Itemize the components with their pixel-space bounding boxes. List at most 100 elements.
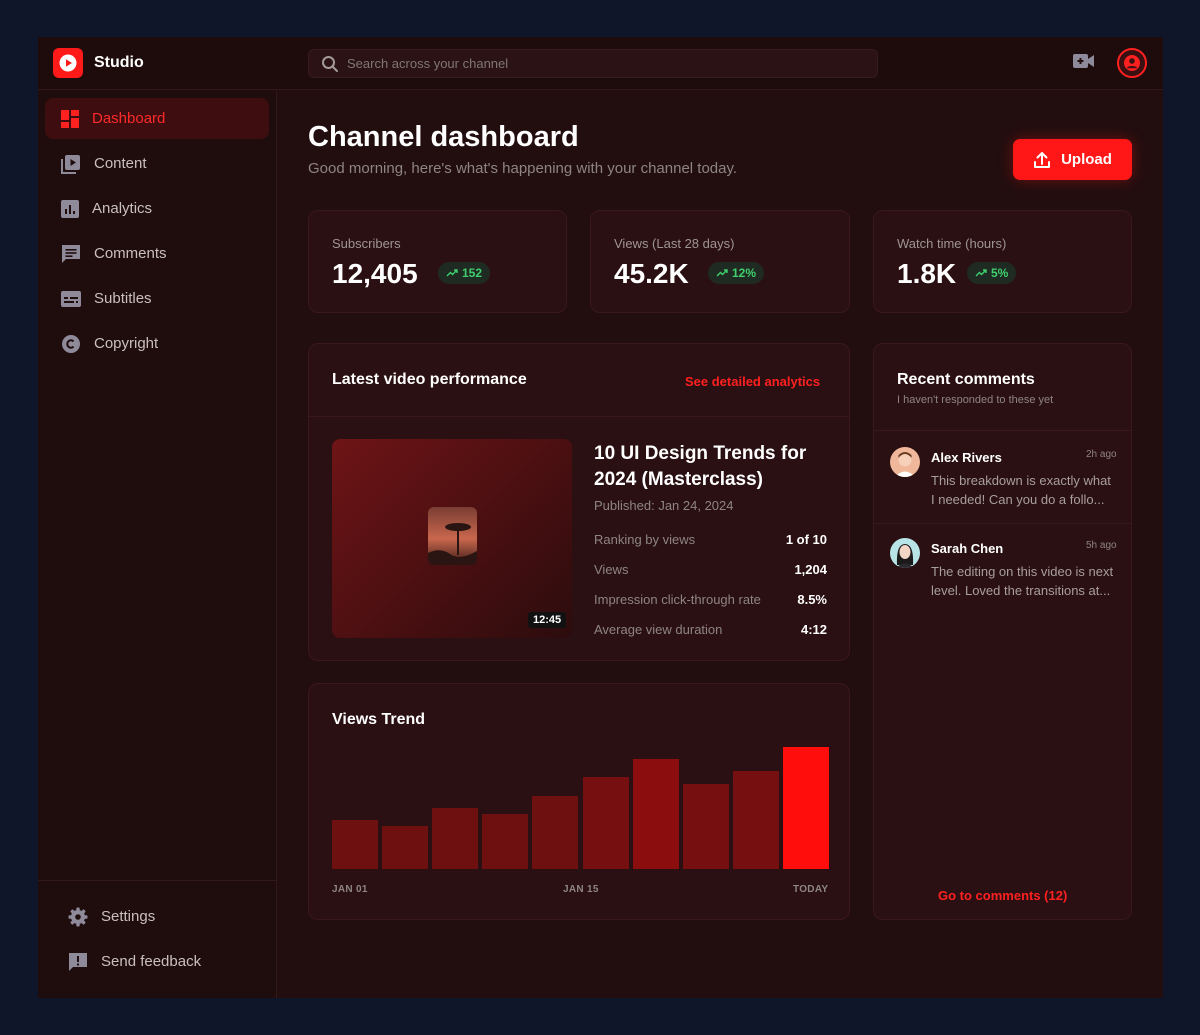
video-title-line: 2024 (Masterclass) bbox=[594, 469, 763, 490]
detailed-analytics-link[interactable]: See detailed analytics bbox=[685, 374, 821, 389]
page-title: Channel dashboard bbox=[308, 121, 579, 153]
comment-line: This breakdown is exactly what bbox=[931, 473, 1111, 488]
sidebar: Dashboard Content Analytics Comments Sub… bbox=[38, 91, 277, 998]
trending-up-icon bbox=[716, 269, 728, 277]
x-tick-label: JAN 15 bbox=[563, 884, 599, 895]
sidebar-item-dashboard[interactable]: Dashboard bbox=[45, 98, 269, 139]
comment-author: Alex Rivers bbox=[931, 450, 1002, 465]
chart-bar[interactable] bbox=[532, 796, 578, 869]
sidebar-item-label: Settings bbox=[101, 908, 156, 925]
sidebar-item-send-feedback[interactable]: Send feedback bbox=[45, 941, 269, 982]
studio-logo-icon[interactable] bbox=[53, 48, 83, 78]
stat-card-subscribers: Subscribers 12,405 152 bbox=[308, 210, 567, 313]
metric-row: Impression click-through rate 8.5% bbox=[594, 592, 827, 607]
top-bar: Studio Search across your channel bbox=[38, 37, 1163, 90]
gear-icon bbox=[68, 907, 88, 926]
account-avatar-button[interactable] bbox=[1117, 48, 1147, 78]
dashboard-icon bbox=[61, 109, 79, 128]
sidebar-footer: Settings Send feedback bbox=[38, 880, 276, 998]
comment-text: The editing on this video is next level.… bbox=[931, 562, 1121, 600]
studio-app: Studio Search across your channel Dashbo… bbox=[38, 37, 1163, 998]
chart-bar[interactable] bbox=[583, 777, 629, 869]
thumbnail-image bbox=[428, 507, 477, 565]
divider bbox=[874, 430, 1131, 431]
create-video-icon[interactable] bbox=[1073, 52, 1095, 75]
trending-up-icon bbox=[975, 269, 987, 277]
sidebar-item-settings[interactable]: Settings bbox=[45, 896, 269, 937]
sidebar-item-subtitles[interactable]: Subtitles bbox=[45, 278, 269, 319]
user-icon bbox=[1124, 55, 1140, 71]
views-trend-card: Views Trend JAN 01 JAN 15 TODAY bbox=[308, 683, 850, 920]
trend-badge: 152 bbox=[438, 262, 491, 284]
comment-author: Sarah Chen bbox=[931, 541, 1004, 556]
chart-bar[interactable] bbox=[783, 747, 829, 869]
upload-icon bbox=[1034, 151, 1051, 168]
sidebar-item-label: Send feedback bbox=[101, 953, 202, 970]
avatar bbox=[890, 447, 920, 477]
video-duration: 12:45 bbox=[528, 612, 567, 628]
metric-label: Impression click-through rate bbox=[594, 592, 761, 607]
metric-row: Ranking by views 1 of 10 bbox=[594, 532, 827, 547]
comment-line: level. Loved the transitions at... bbox=[931, 583, 1111, 598]
sidebar-item-analytics[interactable]: Analytics bbox=[45, 188, 269, 229]
go-to-comments-link[interactable]: Go to comments (12) bbox=[938, 888, 1068, 903]
card-title: Latest video performance bbox=[332, 371, 527, 388]
avatar bbox=[890, 538, 920, 568]
subtitles-icon bbox=[61, 290, 81, 307]
chart-bar[interactable] bbox=[382, 826, 428, 869]
search-bar[interactable]: Search across your channel bbox=[308, 49, 878, 78]
metric-label: Ranking by views bbox=[594, 532, 696, 547]
video-library-icon bbox=[61, 154, 80, 174]
divider bbox=[309, 416, 849, 417]
comment-line: I needed! Can you do a follo... bbox=[931, 492, 1105, 507]
chart-bar[interactable] bbox=[683, 784, 729, 869]
trend-value: 12% bbox=[732, 266, 757, 280]
x-tick-label: JAN 01 bbox=[332, 884, 368, 895]
metric-value: 1 of 10 bbox=[785, 532, 827, 547]
feedback-icon bbox=[69, 952, 87, 971]
metric-row: Average view duration 4:12 bbox=[594, 622, 827, 637]
search-input[interactable]: Search across your channel bbox=[347, 56, 509, 71]
latest-video-card: Latest video performance See detailed an… bbox=[308, 343, 850, 661]
comment-icon bbox=[62, 244, 80, 263]
search-icon bbox=[322, 55, 338, 72]
card-subtitle: I haven't responded to these yet bbox=[897, 394, 1054, 406]
x-tick-label: TODAY bbox=[793, 884, 829, 895]
comment-time: 5h ago bbox=[1086, 540, 1117, 551]
metric-value: 8.5% bbox=[797, 592, 827, 607]
copyright-icon bbox=[62, 334, 80, 353]
metric-label: Views bbox=[594, 562, 629, 577]
video-title[interactable]: 10 UI Design Trends for 2024 (Masterclas… bbox=[594, 441, 824, 493]
chart-bar[interactable] bbox=[332, 820, 378, 869]
sidebar-item-label: Subtitles bbox=[94, 290, 152, 307]
stat-value: 12,405 bbox=[332, 258, 418, 289]
analytics-icon bbox=[61, 199, 79, 218]
sidebar-item-comments[interactable]: Comments bbox=[45, 233, 269, 274]
video-thumbnail[interactable]: 12:45 bbox=[332, 439, 572, 638]
trend-badge: 5% bbox=[967, 262, 1017, 284]
stat-label: Subscribers bbox=[332, 236, 401, 251]
trend-value: 5% bbox=[991, 266, 1009, 280]
video-title-line: 10 UI Design Trends for bbox=[594, 443, 807, 464]
metric-value: 4:12 bbox=[800, 622, 827, 637]
sidebar-item-copyright[interactable]: Copyright bbox=[45, 323, 269, 364]
chart-bar[interactable] bbox=[633, 759, 679, 869]
comment-text: This breakdown is exactly what I needed!… bbox=[931, 471, 1121, 509]
chart-bar[interactable] bbox=[733, 771, 779, 869]
stat-card-watch-time: Watch time (hours) 1.8K 5% bbox=[873, 210, 1132, 313]
sidebar-item-label: Comments bbox=[94, 245, 167, 262]
chart-bar[interactable] bbox=[482, 814, 528, 869]
upload-button[interactable]: Upload bbox=[1013, 139, 1132, 180]
metric-label: Average view duration bbox=[594, 622, 723, 637]
stat-label: Views (Last 28 days) bbox=[614, 236, 735, 251]
stat-value: 45.2K bbox=[614, 258, 689, 289]
trend-value: 152 bbox=[462, 266, 483, 280]
metric-row: Views 1,204 bbox=[594, 562, 827, 577]
stat-label: Watch time (hours) bbox=[897, 236, 1007, 251]
chart-bar[interactable] bbox=[432, 808, 478, 869]
sidebar-item-content[interactable]: Content bbox=[45, 143, 269, 184]
metric-value: 1,204 bbox=[794, 562, 827, 577]
app-name: Studio bbox=[94, 54, 144, 71]
sidebar-item-label: Analytics bbox=[92, 200, 153, 217]
published-date: Published: Jan 24, 2024 bbox=[594, 498, 734, 513]
